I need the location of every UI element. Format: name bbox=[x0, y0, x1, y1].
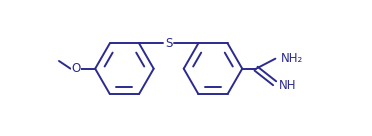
Text: S: S bbox=[165, 37, 172, 50]
Text: NH₂: NH₂ bbox=[281, 52, 303, 65]
Text: O: O bbox=[71, 62, 81, 75]
Text: NH: NH bbox=[279, 79, 297, 92]
